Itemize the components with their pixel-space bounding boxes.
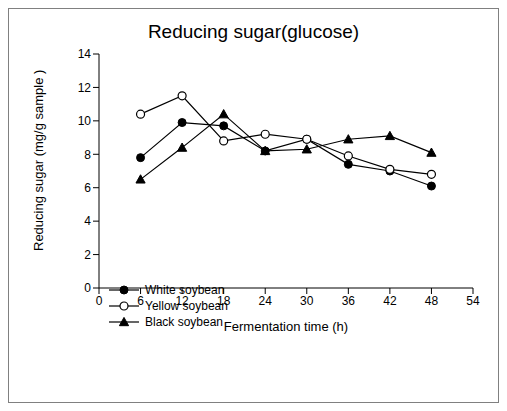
svg-text:2: 2 xyxy=(84,248,91,262)
svg-text:0: 0 xyxy=(84,281,91,295)
svg-text:6: 6 xyxy=(137,294,144,308)
svg-text:4: 4 xyxy=(84,214,91,228)
svg-text:0: 0 xyxy=(96,294,103,308)
svg-text:8: 8 xyxy=(84,148,91,162)
svg-text:54: 54 xyxy=(466,294,480,308)
svg-text:14: 14 xyxy=(78,47,92,61)
svg-text:Reducing sugar (mg/g sample ): Reducing sugar (mg/g sample ) xyxy=(31,70,46,251)
svg-text:48: 48 xyxy=(425,294,439,308)
svg-text:12: 12 xyxy=(78,81,92,95)
svg-text:36: 36 xyxy=(342,294,356,308)
svg-text:24: 24 xyxy=(259,294,273,308)
svg-text:30: 30 xyxy=(300,294,314,308)
svg-text:42: 42 xyxy=(383,294,397,308)
svg-text:10: 10 xyxy=(78,114,92,128)
svg-text:18: 18 xyxy=(217,294,231,308)
svg-text:6: 6 xyxy=(84,181,91,195)
svg-text:Fermentation time (h): Fermentation time (h) xyxy=(224,319,348,334)
svg-text:12: 12 xyxy=(175,294,189,308)
